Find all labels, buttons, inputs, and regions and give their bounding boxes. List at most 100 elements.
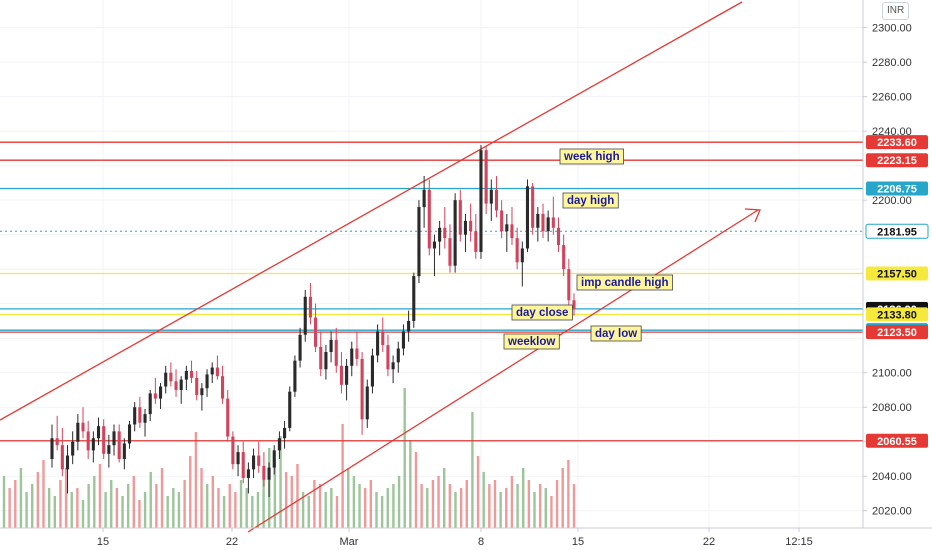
volume-bar: [403, 388, 406, 528]
channel-upper-line[interactable]: [0, 1, 743, 421]
volume-bar: [533, 492, 536, 528]
candle-body: [443, 227, 447, 239]
volume-bar: [273, 460, 277, 528]
candle-body: [200, 388, 204, 396]
y-tick-label: 2200.00: [872, 195, 912, 207]
volume-bar: [2, 476, 6, 528]
candle-body: [551, 217, 555, 228]
candle-body: [391, 362, 395, 370]
volume-bar: [36, 472, 40, 528]
candle-body: [345, 365, 349, 385]
text-annotations[interactable]: week high day high imp candle high day clos…: [503, 148, 673, 350]
volume-bar: [166, 496, 169, 528]
candle-body: [226, 398, 230, 437]
time-axis[interactable]: 15 22 Mar 8 15 22 12:15: [0, 527, 932, 548]
volume-bar: [544, 488, 547, 528]
candle-body: [469, 220, 473, 232]
y-tick-label: 2080.00: [872, 402, 912, 414]
currency-badge[interactable]: INR: [882, 2, 910, 20]
candle-body: [221, 376, 225, 399]
candle-body: [257, 455, 261, 466]
candle-body: [494, 189, 499, 211]
volume-bar: [386, 488, 389, 528]
volume-bar: [516, 484, 519, 528]
candle-body: [283, 427, 287, 439]
annotation-day-low[interactable]: day low: [590, 325, 642, 342]
volume-bar: [465, 480, 468, 528]
candle-body: [122, 443, 126, 459]
annotation-label: day close: [516, 307, 568, 319]
annotation-day-close[interactable]: day close: [511, 304, 573, 321]
annotation-day-high[interactable]: day high: [562, 192, 619, 209]
volume-bar: [420, 484, 423, 528]
volume-bar: [149, 472, 152, 528]
candle-body: [546, 217, 550, 232]
volume-bar: [143, 492, 147, 528]
candle-body: [500, 210, 504, 232]
candle-body: [205, 374, 209, 389]
volume-bar: [459, 488, 463, 528]
candle-body: [572, 300, 576, 309]
candle-body: [329, 339, 333, 352]
volume-bar: [380, 496, 384, 528]
price-tag: [866, 135, 928, 150]
volume-bar: [234, 492, 237, 528]
volume-bar: [510, 476, 514, 528]
volume-bar: [126, 484, 130, 528]
candle-body: [484, 150, 488, 204]
candle-body: [65, 455, 70, 470]
candle-body: [556, 227, 561, 246]
volume-bar: [538, 484, 542, 528]
volume-bar: [160, 468, 164, 528]
price-tag: [865, 223, 929, 239]
volume-bar: [228, 484, 231, 528]
price-tag: [866, 181, 928, 196]
price-tag-label: 2181.95: [877, 226, 917, 238]
y-tick-label: 2100.00: [872, 368, 912, 380]
volume-bar: [397, 476, 401, 528]
arrow-head: [744, 208, 761, 223]
volume-bar: [132, 476, 136, 528]
candle-body: [81, 422, 85, 432]
candle-body: [241, 452, 245, 478]
volume-bar: [205, 484, 209, 528]
volume-bar: [104, 492, 107, 528]
candle-body: [381, 331, 385, 346]
channel-lower-line[interactable]: [247, 209, 759, 533]
price-tag: [866, 153, 928, 168]
price-axis[interactable]: 2020.002040.002060.002080.002100.002200.…: [862, 0, 912, 528]
candle-body: [195, 377, 199, 396]
candle-body: [148, 393, 152, 415]
trend-channel[interactable]: [0, 1, 761, 533]
volume-bar: [53, 496, 56, 528]
annotation-weeklow[interactable]: weeklow: [503, 333, 560, 350]
annotation-imp-candle-high[interactable]: imp candle high: [576, 274, 673, 291]
candle-body: [458, 200, 462, 235]
candle-body: [133, 407, 137, 425]
candle-body: [365, 386, 369, 420]
volume-bar: [488, 484, 491, 528]
candle-body: [153, 393, 157, 399]
volume-bar: [437, 476, 440, 528]
x-tick-label: 8: [478, 536, 484, 548]
volume-bar: [313, 480, 316, 528]
candle-body: [267, 467, 271, 480]
candle-body: [525, 186, 530, 249]
volume-bar: [363, 488, 367, 528]
candle-body: [401, 331, 405, 349]
candle-body: [355, 348, 359, 359]
volume-bar: [155, 484, 158, 528]
price-tag: [866, 307, 928, 322]
volume-bar: [555, 480, 559, 528]
volume-bar: [8, 488, 11, 528]
candle-body: [360, 358, 364, 420]
candle-body: [71, 441, 75, 456]
candle-body: [91, 438, 95, 451]
candle-body: [293, 360, 297, 392]
y-tick-label: 2020.00: [872, 506, 912, 518]
candle-body: [510, 224, 514, 239]
candle-body: [505, 224, 509, 232]
annotation-week-high[interactable]: week high: [559, 148, 625, 165]
volume-bar: [567, 460, 570, 528]
